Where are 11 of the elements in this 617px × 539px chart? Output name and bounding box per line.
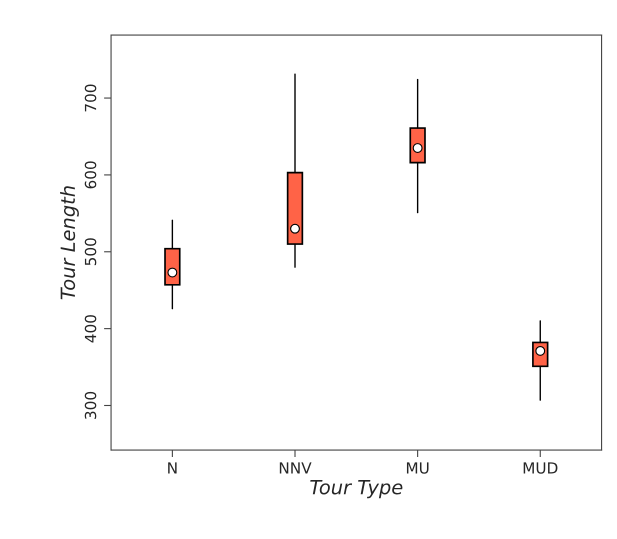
- x-tick-label: NNV: [280, 462, 312, 474]
- y-tick-label: 500: [84, 238, 96, 266]
- x-tick-label: N: [168, 462, 177, 474]
- y-tick-label: 400: [84, 315, 96, 342]
- x-tick-label: MU: [406, 462, 428, 474]
- y-tick-label: 300: [84, 392, 96, 419]
- y-tick-label: 600: [84, 161, 96, 188]
- y-axis-title: Tour Length: [60, 186, 79, 300]
- y-tick-label: 700: [84, 84, 96, 112]
- x-axis-title: Tour Type: [310, 480, 402, 498]
- x-tick-label: MUD: [524, 462, 558, 474]
